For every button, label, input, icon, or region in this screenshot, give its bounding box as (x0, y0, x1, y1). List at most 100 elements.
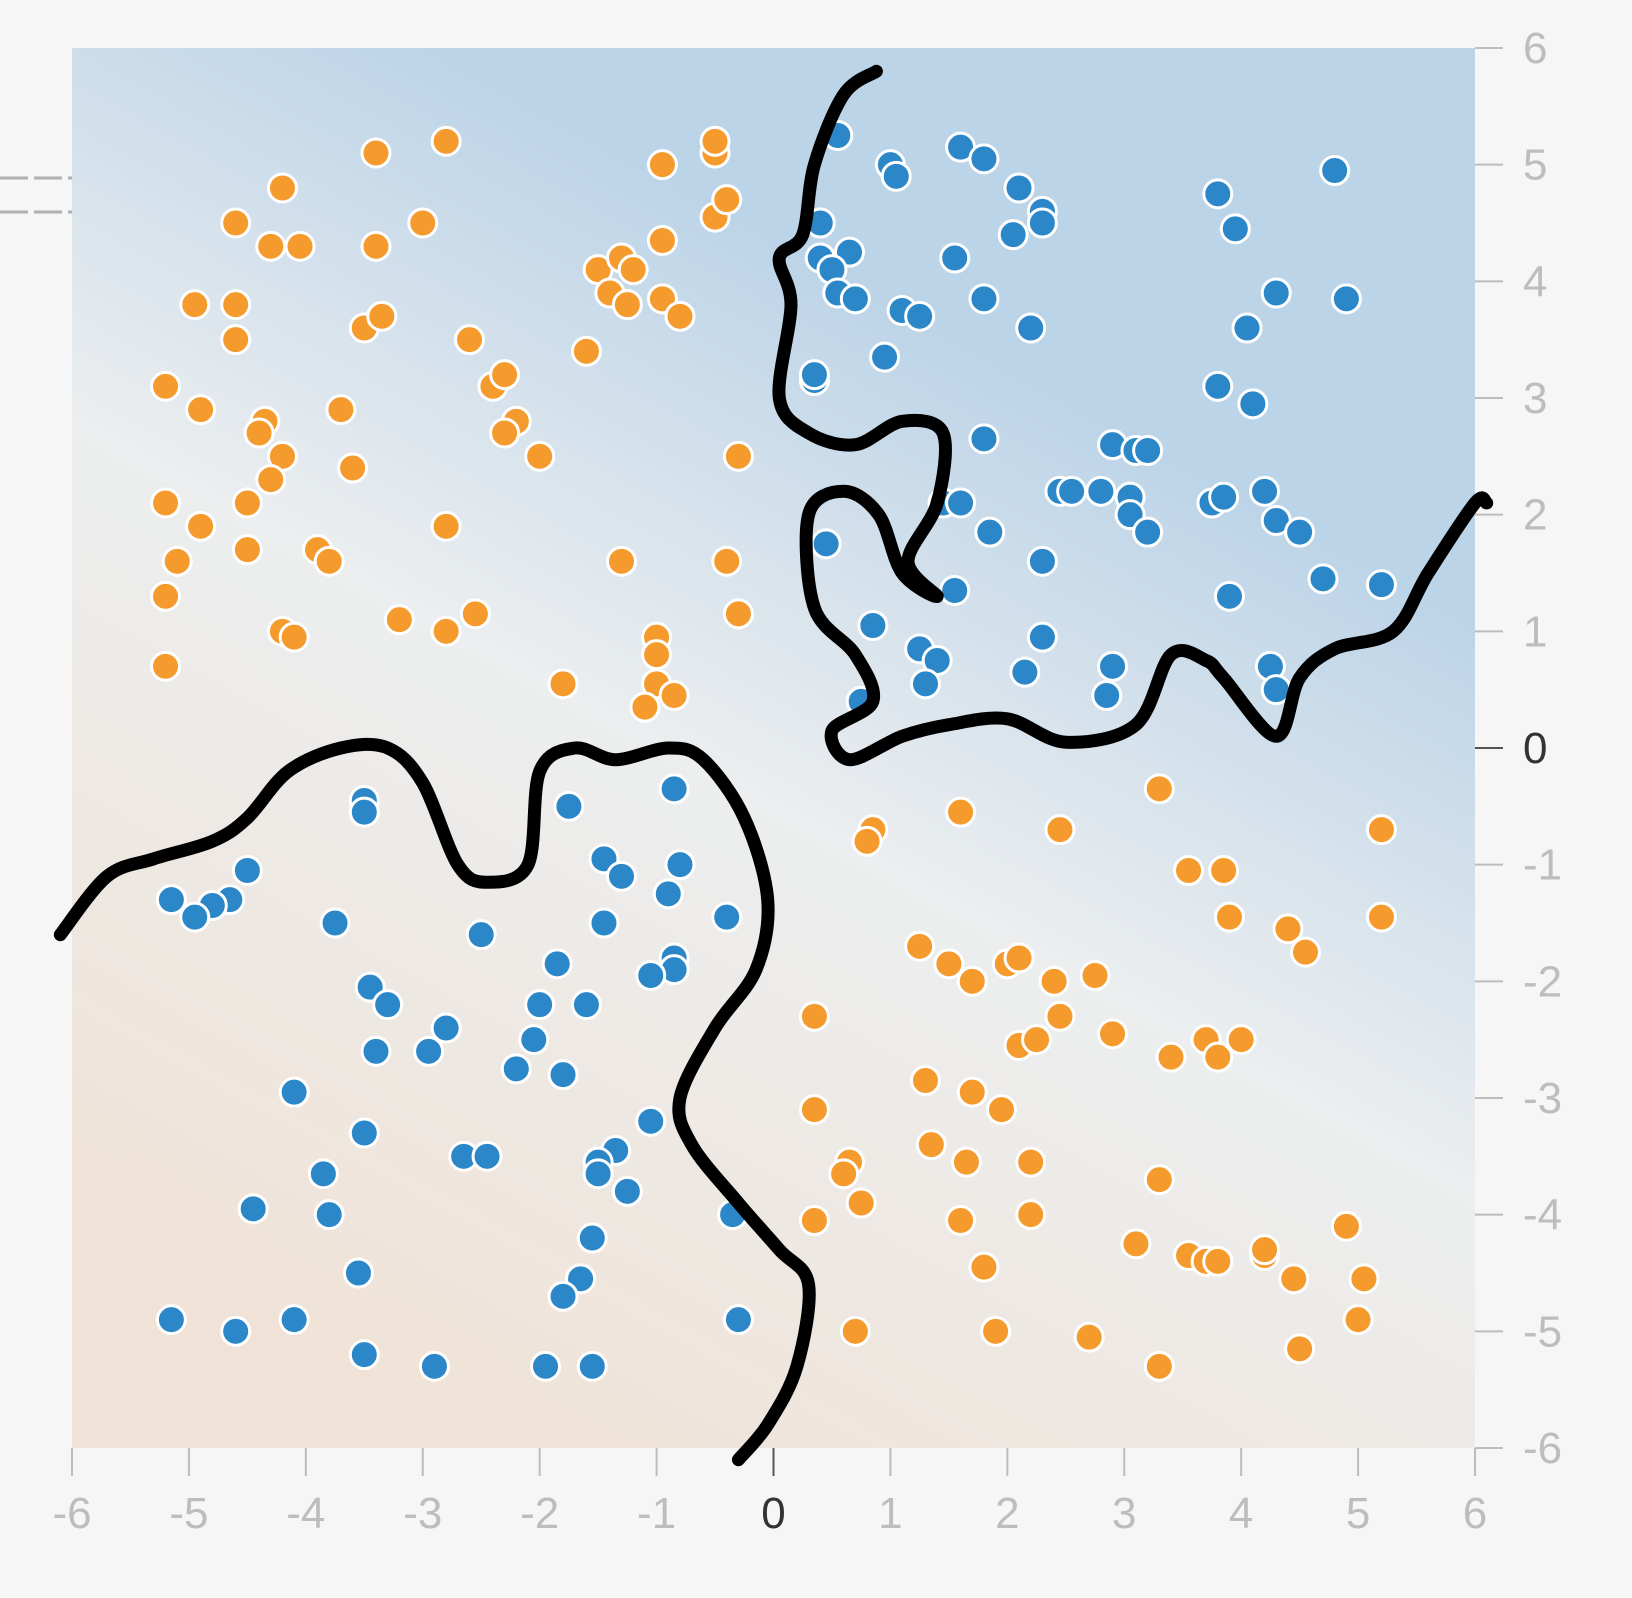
orange-class-points (150, 125, 1397, 1382)
y-tick-label: 1 (1523, 607, 1547, 656)
blue-data-point (155, 884, 187, 916)
blue-data-point (1003, 172, 1035, 204)
orange-data-point (1143, 773, 1175, 805)
blue-data-point (1202, 370, 1234, 402)
orange-data-point (968, 1251, 1000, 1283)
orange-data-point (722, 598, 754, 630)
blue-data-point (664, 849, 696, 881)
orange-data-point (1155, 1041, 1187, 1073)
orange-data-point (1249, 1234, 1281, 1266)
blue-data-point (372, 989, 404, 1021)
orange-data-point (1289, 936, 1321, 968)
blue-data-point (278, 1076, 310, 1108)
orange-data-point (255, 464, 287, 496)
orange-data-point (179, 289, 211, 321)
blue-data-point (582, 1158, 614, 1190)
orange-data-point (524, 440, 556, 472)
orange-data-point (150, 580, 182, 612)
x-tick-label: 1 (878, 1489, 902, 1538)
orange-data-point (231, 534, 263, 566)
orange-data-point (185, 510, 217, 542)
orange-data-point (945, 1205, 977, 1236)
orange-data-point (255, 230, 287, 262)
blue-data-point (997, 219, 1029, 251)
blue-data-point (711, 901, 743, 933)
orange-data-point (699, 125, 731, 157)
decision-boundary-line (53, 737, 816, 1467)
orange-data-point (851, 825, 883, 857)
orange-data-point (284, 230, 316, 262)
orange-data-point (161, 545, 193, 577)
orange-data-point (570, 335, 602, 367)
blue-data-point (1056, 475, 1088, 507)
orange-data-point (915, 1129, 947, 1161)
orange-data-point (798, 1205, 830, 1236)
orange-data-point (945, 796, 977, 828)
orange-data-point (220, 207, 252, 239)
blue-data-point (413, 1035, 445, 1067)
orange-data-point (430, 510, 462, 542)
y-tick-label: 4 (1523, 257, 1547, 306)
orange-data-point (1284, 1333, 1316, 1365)
blue-data-point (231, 855, 263, 886)
blue-data-point (313, 1199, 345, 1231)
blue-data-point (348, 1117, 380, 1149)
orange-data-point (454, 324, 486, 356)
blue-data-point (1237, 388, 1269, 420)
x-tick-label: 6 (1463, 1489, 1487, 1538)
orange-data-point (933, 948, 965, 980)
blue-data-point (1026, 621, 1058, 653)
orange-data-point (1044, 1000, 1076, 1032)
orange-data-point (711, 545, 743, 577)
blue-data-point (798, 359, 830, 391)
orange-data-point (325, 394, 357, 426)
orange-data-point (646, 149, 678, 181)
blue-data-point (541, 948, 573, 980)
blue-data-point (1231, 312, 1263, 344)
orange-data-point (1202, 1245, 1234, 1277)
blue-data-point (839, 283, 871, 315)
blue-data-point (939, 242, 971, 274)
x-tick-label: -5 (169, 1489, 208, 1538)
blue-data-point (220, 1315, 252, 1347)
orange-data-point (950, 1146, 982, 1178)
y-tick-label: -2 (1523, 957, 1562, 1006)
orange-data-point (185, 394, 217, 426)
x-tick-label: 4 (1229, 1489, 1253, 1538)
x-tick-label: 3 (1112, 1489, 1136, 1538)
orange-data-point (1272, 913, 1304, 945)
x-tick-label: -2 (520, 1489, 559, 1538)
orange-data-point (150, 650, 182, 682)
orange-data-point (828, 1158, 860, 1190)
blue-class-points (155, 120, 1397, 1382)
orange-data-point (366, 300, 398, 332)
y-tick-label: 5 (1523, 141, 1547, 190)
orange-data-point (1202, 1041, 1234, 1073)
blue-data-point (1208, 481, 1240, 513)
blue-data-point (319, 907, 351, 939)
blue-data-point (635, 1105, 667, 1137)
orange-data-point (980, 1315, 1012, 1347)
orange-data-point (220, 324, 252, 356)
blue-data-point (360, 1035, 392, 1067)
y-axis: 6 5 4 3 2 1 0 -1 -2 -3 -4 -5 -6 (1475, 24, 1562, 1473)
blue-data-point (869, 341, 901, 373)
orange-data-point (1003, 942, 1035, 974)
blue-data-point (722, 1304, 754, 1336)
blue-data-point (968, 143, 1000, 175)
blue-data-point (530, 1350, 562, 1382)
blue-data-point (1202, 178, 1234, 210)
blue-data-point (909, 668, 941, 700)
blue-data-point (968, 423, 1000, 455)
orange-data-point (1143, 1164, 1175, 1196)
orange-data-point (1365, 901, 1397, 933)
blue-data-point (1307, 563, 1339, 595)
orange-data-point (459, 598, 491, 630)
blue-data-point (1213, 580, 1245, 612)
blue-data-point (1365, 569, 1397, 601)
y-tick-label: 6 (1523, 24, 1547, 73)
blue-data-point (968, 283, 1000, 315)
y-tick-label: 3 (1523, 374, 1547, 423)
decision-boundaries (53, 64, 1494, 1467)
